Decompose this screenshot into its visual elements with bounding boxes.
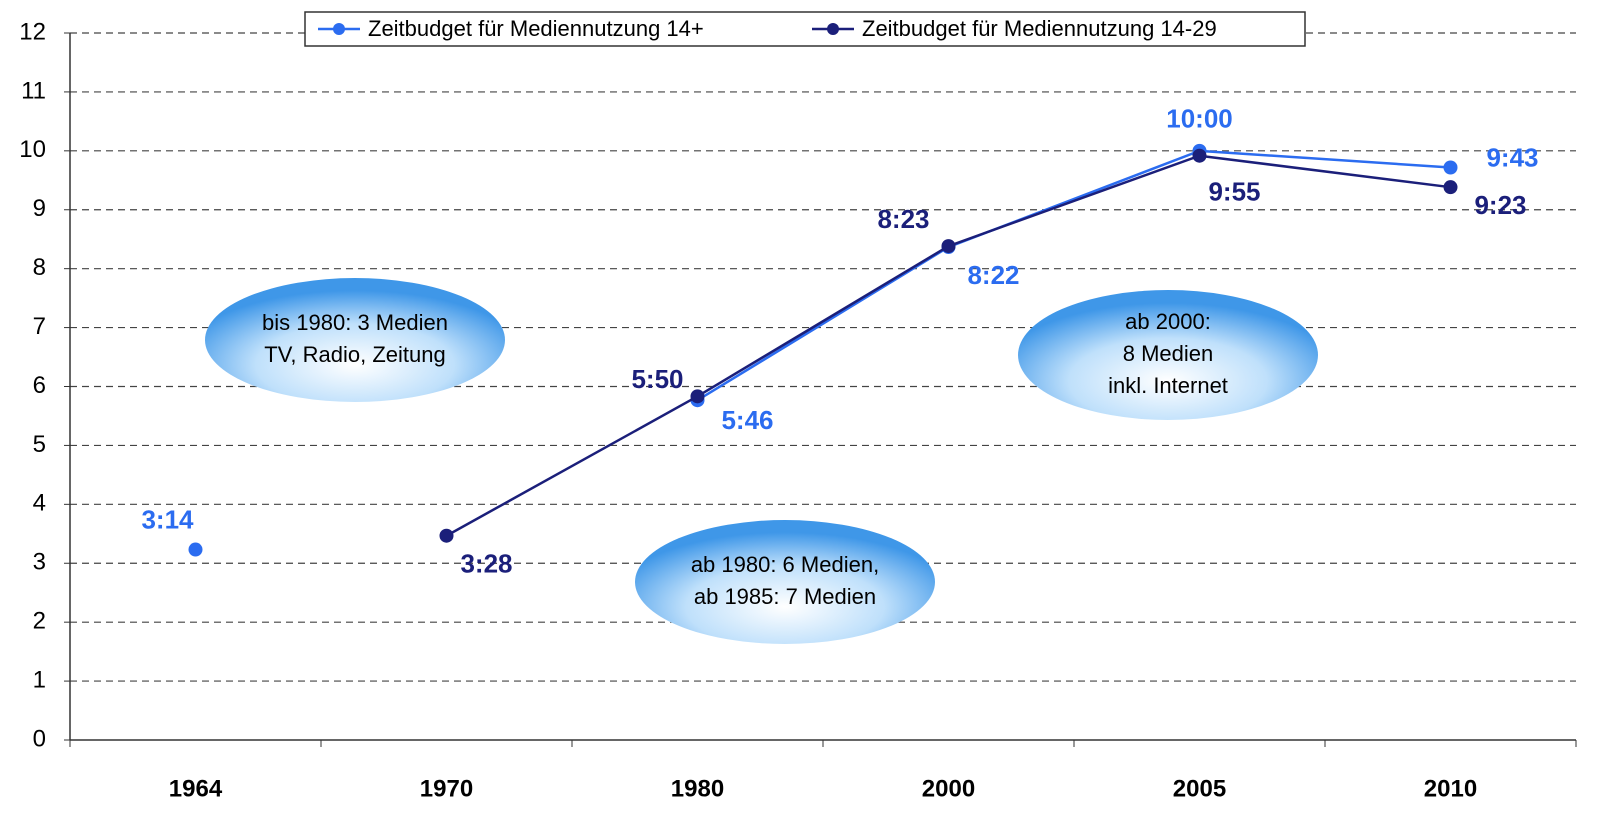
annotation-bubble [1018, 290, 1318, 420]
legend-label: Zeitbudget für Mediennutzung 14-29 [862, 16, 1217, 41]
data-label: 3:14 [141, 504, 194, 534]
y-tick-label: 5 [33, 431, 46, 458]
data-label: 5:46 [721, 405, 773, 435]
data-label: 3:28 [460, 549, 512, 579]
legend-box [304, 11, 1306, 47]
y-tick-label: 12 [19, 18, 46, 45]
data-label: 5:50 [631, 364, 683, 394]
x-tick-label: 2005 [1173, 775, 1226, 802]
y-tick-label: 4 [33, 490, 46, 517]
y-tick-label: 11 [21, 77, 46, 104]
data-point [1192, 148, 1207, 163]
annotation-text: 8 Medien [1123, 341, 1214, 366]
annotation-bubble [635, 520, 935, 644]
x-tick-label: 1970 [420, 775, 473, 802]
annotation-bubble [205, 278, 505, 402]
annotation-text: ab 2000: [1125, 309, 1211, 334]
x-tick-label: 2010 [1424, 775, 1477, 802]
y-tick-label: 1 [33, 666, 46, 693]
y-tick-label: 0 [33, 725, 46, 752]
data-label: 8:23 [877, 204, 929, 234]
x-tick-label: 1964 [169, 775, 223, 802]
data-label: 9:43 [1486, 142, 1538, 172]
y-tick-label: 8 [33, 254, 46, 281]
data-point [439, 528, 454, 543]
data-label: 9:23 [1474, 190, 1526, 220]
data-label: 9:55 [1208, 177, 1260, 207]
data-point [690, 389, 705, 404]
legend-marker [827, 23, 839, 35]
data-label: 8:22 [967, 260, 1019, 290]
data-point [1443, 160, 1458, 175]
annotation-text: inkl. Internet [1108, 373, 1228, 398]
data-point [188, 542, 203, 557]
annotation-text: TV, Radio, Zeitung [264, 342, 445, 367]
legend-marker [333, 23, 345, 35]
series-line [696, 149, 1451, 402]
y-tick-label: 3 [33, 549, 46, 576]
x-tick-label: 2000 [922, 775, 975, 802]
annotation-text: bis 1980: 3 Medien [262, 310, 448, 335]
y-tick-label: 6 [33, 372, 46, 399]
data-label: 10:00 [1166, 104, 1233, 134]
y-tick-label: 7 [33, 313, 46, 340]
y-tick-label: 2 [33, 608, 46, 635]
annotation-text: ab 1980: 6 Medien, [691, 552, 879, 577]
legend-label: Zeitbudget für Mediennutzung 14+ [368, 16, 704, 41]
data-point [1443, 180, 1458, 195]
annotation-text: ab 1985: 7 Medien [694, 584, 876, 609]
y-tick-label: 10 [19, 136, 46, 163]
data-point [941, 239, 956, 254]
y-tick-label: 9 [33, 195, 46, 222]
x-tick-label: 1980 [671, 775, 724, 802]
